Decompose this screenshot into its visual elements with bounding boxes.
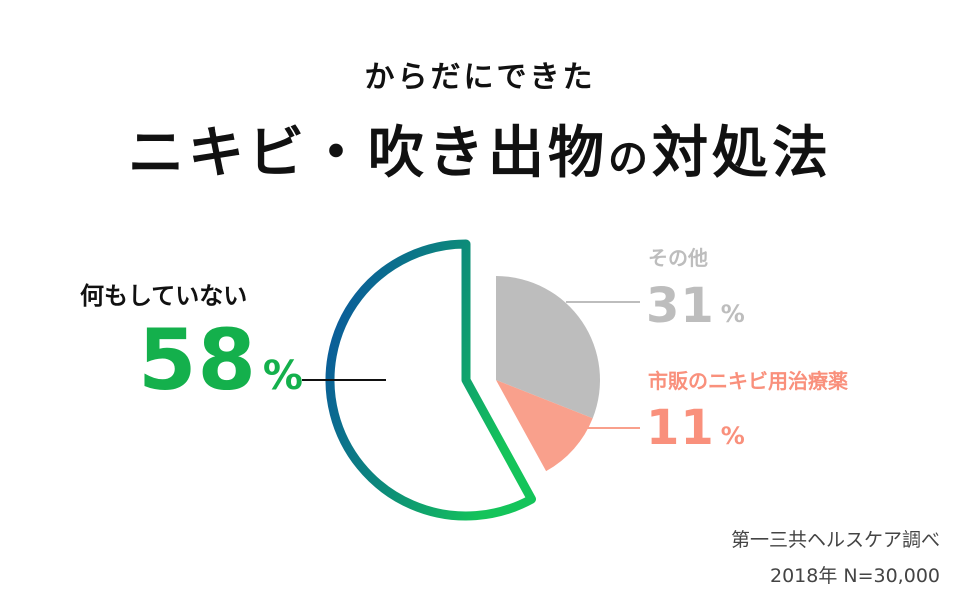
title-particle: の — [608, 136, 652, 182]
unit-nothing: % — [262, 353, 303, 399]
label-other-name: その他 — [648, 246, 708, 270]
slice-other — [496, 276, 601, 419]
unit-medicine: % — [720, 422, 745, 450]
label-nothing-value: 58% — [138, 318, 303, 402]
title-main: ニキビ・吹き出物 — [128, 121, 608, 186]
source-note: 第一三共ヘルスケア調べ 2018年 N=30,000 — [731, 522, 940, 594]
chart-title: ニキビ・吹き出物の対処法 — [0, 108, 960, 189]
label-other-value: 31% — [646, 282, 745, 330]
unit-other: % — [720, 300, 745, 328]
chart-subtitle: からだにできた — [364, 60, 596, 95]
value-other: 31 — [646, 278, 715, 334]
value-nothing: 58 — [138, 311, 257, 409]
slice-medicine — [496, 380, 593, 472]
value-medicine: 11 — [646, 400, 715, 456]
source-line-2: 2018年 N=30,000 — [769, 565, 940, 587]
title-end: 対処法 — [652, 121, 832, 186]
label-medicine-value: 11% — [646, 404, 745, 452]
label-medicine-name: 市販のニキビ用治療薬 — [648, 369, 848, 393]
source-line-1: 第一三共ヘルスケア調べ — [730, 529, 940, 551]
label-nothing-name: 何もしていない — [80, 282, 248, 310]
slice-nothing — [325, 239, 537, 521]
